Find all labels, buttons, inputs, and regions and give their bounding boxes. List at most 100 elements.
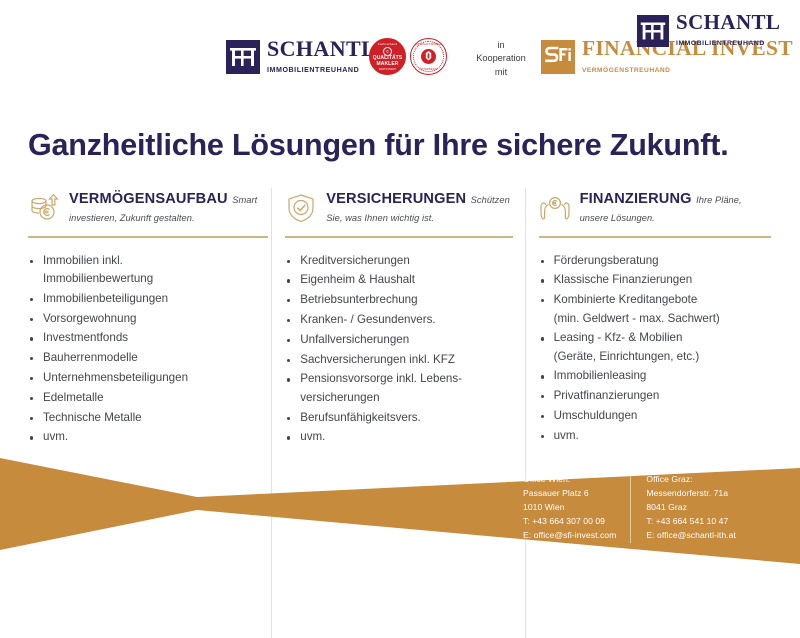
seal-white-bottom-text: ÖSTERREICH [419,67,438,71]
list-item-text: Immobilien inkl. [43,253,123,267]
column-title: FINANZIERUNG [579,191,692,208]
list-item: Berufsunfähigkeitsvers. [285,409,524,427]
office-wien-block: Office Wien: Passauer Platz 6 1010 Wien … [523,473,630,543]
list-item: Kranken- / Gesundenvers. [285,311,524,329]
schantl-wordmark: SCHANTL IMMOBILIENTREUHAND [676,12,780,49]
schantl-subtitle: IMMOBILIENTREUHAND [267,66,360,74]
schantl-wordmark: SCHANTL IMMOBILIENTREUHAND [267,38,376,76]
list-item: Sachversicherungen inkl. KFZ [285,351,524,369]
list-item: Pensionsvorsorge inkl. Lebens-versicheru… [285,370,524,407]
list-item-continuation: versicherungen [300,390,380,404]
list-item-text: Kreditversicherungen [300,253,410,267]
coins-euro-growth-icon [28,192,60,224]
list-item-text: Umschuldungen [553,409,638,423]
footer-contacts: Office Wien: Passauer Platz 6 1010 Wien … [523,473,736,543]
schantl-name: SCHANTL [676,10,781,34]
list-item-text: uvm. [300,430,326,444]
sfi-monogram-icon [541,39,575,74]
list-item: uvm. [28,428,271,446]
list-item: Eigenheim & Haushalt [285,271,524,289]
service-list: Förderungsberatung Klassische Finanzieru… [539,252,772,446]
list-item-text: Leasing - Kfz- & Mobilien [553,331,683,345]
list-item-text: Edelmetalle [43,390,104,404]
sfi-wordmark: FINANCIAL INVEST VERMÖGENSTREUHAND [582,36,793,76]
cooperation-label: in Kooperation mit [470,39,532,79]
list-item-text: Privatfinanzierungen [553,389,660,403]
seal-red-main-line1: QUALITÄTS [372,55,403,62]
seal-white-top-text: WIRTSCHAFTSKAMMER [412,42,445,46]
seal-red-top-text: Fachverband [377,42,398,47]
service-column-finanzierung: FINANZIERUNG Ihre Pläne, unsere Lösungen… [524,186,772,638]
seal-white-ring [413,41,444,72]
office-graz-label: Office Graz: [646,474,693,484]
office-graz-street: Messendorferstr. 71a [646,487,729,498]
service-columns: VERMÖGENSAUFBAU Smart investieren, Zukun… [28,186,772,638]
list-item-text: Technische Metalle [43,410,142,424]
list-item-continuation: (Geräte, Einrichtungen, etc.) [553,349,700,363]
office-wien-email[interactable]: E: office@sfi-invest.com [523,529,617,540]
service-column-vermoegensaufbau: VERMÖGENSAUFBAU Smart investieren, Zukun… [28,186,271,448]
list-item: Immobilienleasing [539,367,772,385]
service-list: Kreditversicherungen Eigenheim & Haushal… [285,252,524,447]
service-list: Immobilien inkl. Immobilienbewertung Immo… [28,252,271,447]
list-item-text: uvm. [553,428,579,442]
column-divider [285,236,514,238]
list-item-text: Unfallversicherungen [300,332,410,346]
column-title-group: VERSICHERUNGEN Schützen Sie, was Ihnen w… [326,190,524,226]
list-item-continuation: (min. Geldwert - max. Sachwert) [553,311,720,325]
column-header: VERSICHERUNGEN Schützen Sie, was Ihnen w… [285,186,524,230]
list-item: Immobilienbeteiligungen [28,290,271,308]
list-item: Immobilien inkl. Immobilienbewertung [28,252,271,289]
list-item-text: Investmentfonds [43,331,129,345]
list-item: uvm. [539,427,772,445]
logo-bar: SCHANTL IMMOBILIENTREUHAND Fachverband ©… [0,0,800,110]
seal-red-emblem-icon: © [383,46,392,56]
column-header: FINANZIERUNG Ihre Pläne, unsere Lösungen… [539,186,772,230]
list-item-text: Betriebsunterbrechung [300,293,418,307]
service-column-versicherungen: VERSICHERUNGEN Schützen Sie, was Ihnen w… [271,186,524,638]
list-item: Unfallversicherungen [285,331,524,349]
office-graz-block: Office Graz: Messendorferstr. 71a 8041 G… [630,473,736,543]
office-wien-phone[interactable]: T: +43 664 307 00 09 [523,515,605,526]
page-headline: Ganzheitliche Lösungen für Ihre sichere … [28,128,729,162]
schantl-logo-main: SCHANTL IMMOBILIENTREUHAND [226,38,376,76]
list-item-text: Förderungsberatung [553,253,659,267]
list-item-text: uvm. [43,430,69,444]
column-divider [28,236,268,238]
list-item-text: Eigenheim & Haushalt [300,273,415,287]
sfi-name: FINANCIAL INVEST [582,36,793,60]
list-item-text: Immobilienbeteiligungen [43,291,169,305]
sfi-financial-invest-logo: FINANCIAL INVEST VERMÖGENSTREUHAND [541,36,793,76]
office-graz-email[interactable]: E: office@schantl-ith.at [646,529,736,540]
sfi-subtitle: VERMÖGENSTREUHAND [582,66,671,74]
list-item: Technische Metalle [28,409,271,427]
footer-band [0,440,800,564]
list-item-text: Berufsunfähigkeitsvers. [300,410,421,424]
list-item-continuation: Immobilienbewertung [43,271,154,285]
cooperation-line-1: in [497,40,505,50]
hands-holding-coin-icon [539,192,571,224]
column-title-group: FINANZIERUNG Ihre Pläne, unsere Lösungen… [580,190,772,226]
column-header: VERMÖGENSAUFBAU Smart investieren, Zukun… [28,186,271,230]
list-item-text: Klassische Finanzierungen [553,273,693,287]
list-item-text: Bauherrenmodelle [43,351,138,365]
list-item-text: Pensionsvorsorge inkl. Lebens- [300,372,463,386]
office-graz-phone[interactable]: T: +43 664 541 10 47 [646,515,729,526]
list-item-text: Vorsorgewohnung [43,311,137,325]
office-wien-label: Office Wien: [523,474,571,484]
list-item: uvm. [285,428,524,446]
column-tagline: Ihre Pläne, unsere Lösungen. [579,195,742,223]
list-item: Vorsorgewohnung [28,310,271,328]
schantl-name: SCHANTL [267,36,377,61]
cooperation-line-3: mit [494,66,508,77]
list-item: Umschuldungen [539,407,772,425]
qualitaetsmakler-seal-icon: Fachverband © QUALITÄTS MAKLER ZERTIFIZI… [369,38,406,75]
list-item-text: Kranken- / Gesundenvers. [300,313,436,327]
ith-monogram-icon [226,40,260,74]
list-item: Förderungsberatung [539,252,772,270]
seal-red-main-line2: MAKLER [376,60,399,67]
cooperation-line-2: Kooperation [476,53,526,64]
list-item: Edelmetalle [28,389,271,407]
list-item: Kreditversicherungen [285,252,524,270]
